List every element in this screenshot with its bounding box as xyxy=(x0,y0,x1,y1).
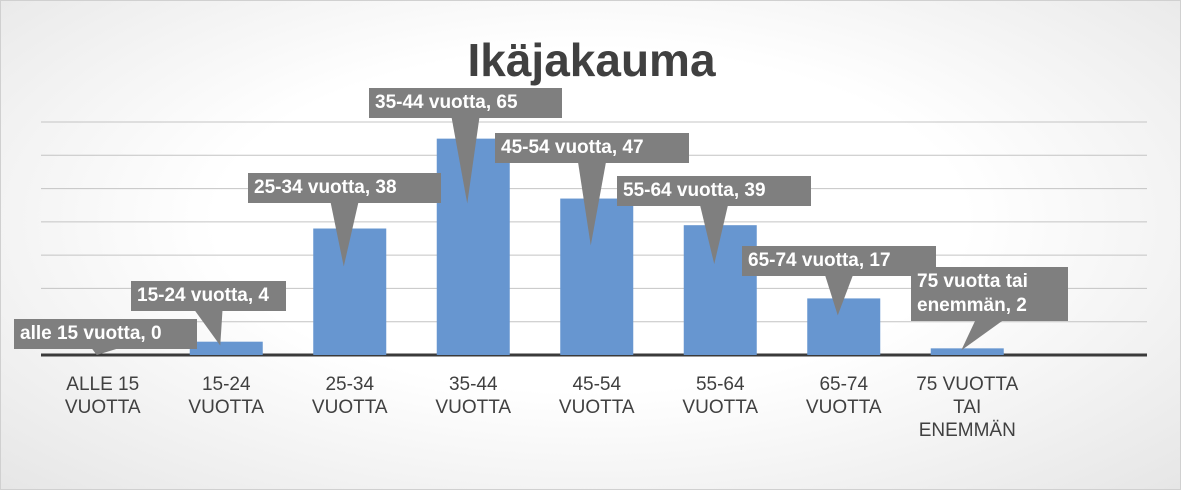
x-tick-label: 15-24 VUOTTA xyxy=(188,374,265,418)
data-label: alle 15 vuotta, 0 xyxy=(14,319,197,349)
data-label: 25-34 vuotta, 38 xyxy=(248,173,441,203)
x-tick-label: 35-44 VUOTTA xyxy=(435,374,512,418)
x-tick-label: 55-64 VUOTTA xyxy=(682,374,759,418)
bar xyxy=(313,228,387,355)
callout-pointer xyxy=(91,348,120,355)
data-label: 15-24 vuotta, 4 xyxy=(131,281,286,311)
bar xyxy=(436,138,510,355)
bar xyxy=(683,225,757,355)
x-tick-label: 25-34 VUOTTA xyxy=(311,374,388,418)
data-label: 35-44 vuotta, 65 xyxy=(369,88,562,118)
data-label: 55-64 vuotta, 39 xyxy=(617,176,811,206)
callout-pointer xyxy=(961,320,1004,351)
callout-pointer xyxy=(700,205,728,265)
callout-pointer xyxy=(578,162,606,246)
bar xyxy=(930,348,1004,355)
data-label: 65-74 vuotta, 17 xyxy=(742,246,936,276)
x-tick-label: ALLE 15 VUOTTA xyxy=(64,374,141,418)
callout-pointer xyxy=(825,275,853,316)
x-tick-label: 65-74 VUOTTA xyxy=(805,374,882,418)
bar xyxy=(807,298,881,355)
callout-pointer xyxy=(194,310,223,346)
x-tick-label: 75 VUOTTA TAI ENEMMÄN xyxy=(916,374,1019,441)
data-label: 75 vuotta tai enemmän, 2 xyxy=(911,267,1068,321)
data-label: 45-54 vuotta, 47 xyxy=(495,133,689,163)
bar xyxy=(189,341,263,355)
callout-pointer xyxy=(330,202,359,267)
bar xyxy=(560,198,634,355)
chart-title: Ikäjakauma xyxy=(467,34,716,86)
x-tick-label: 45-54 VUOTTA xyxy=(558,374,635,418)
callout-pointer xyxy=(451,117,480,204)
